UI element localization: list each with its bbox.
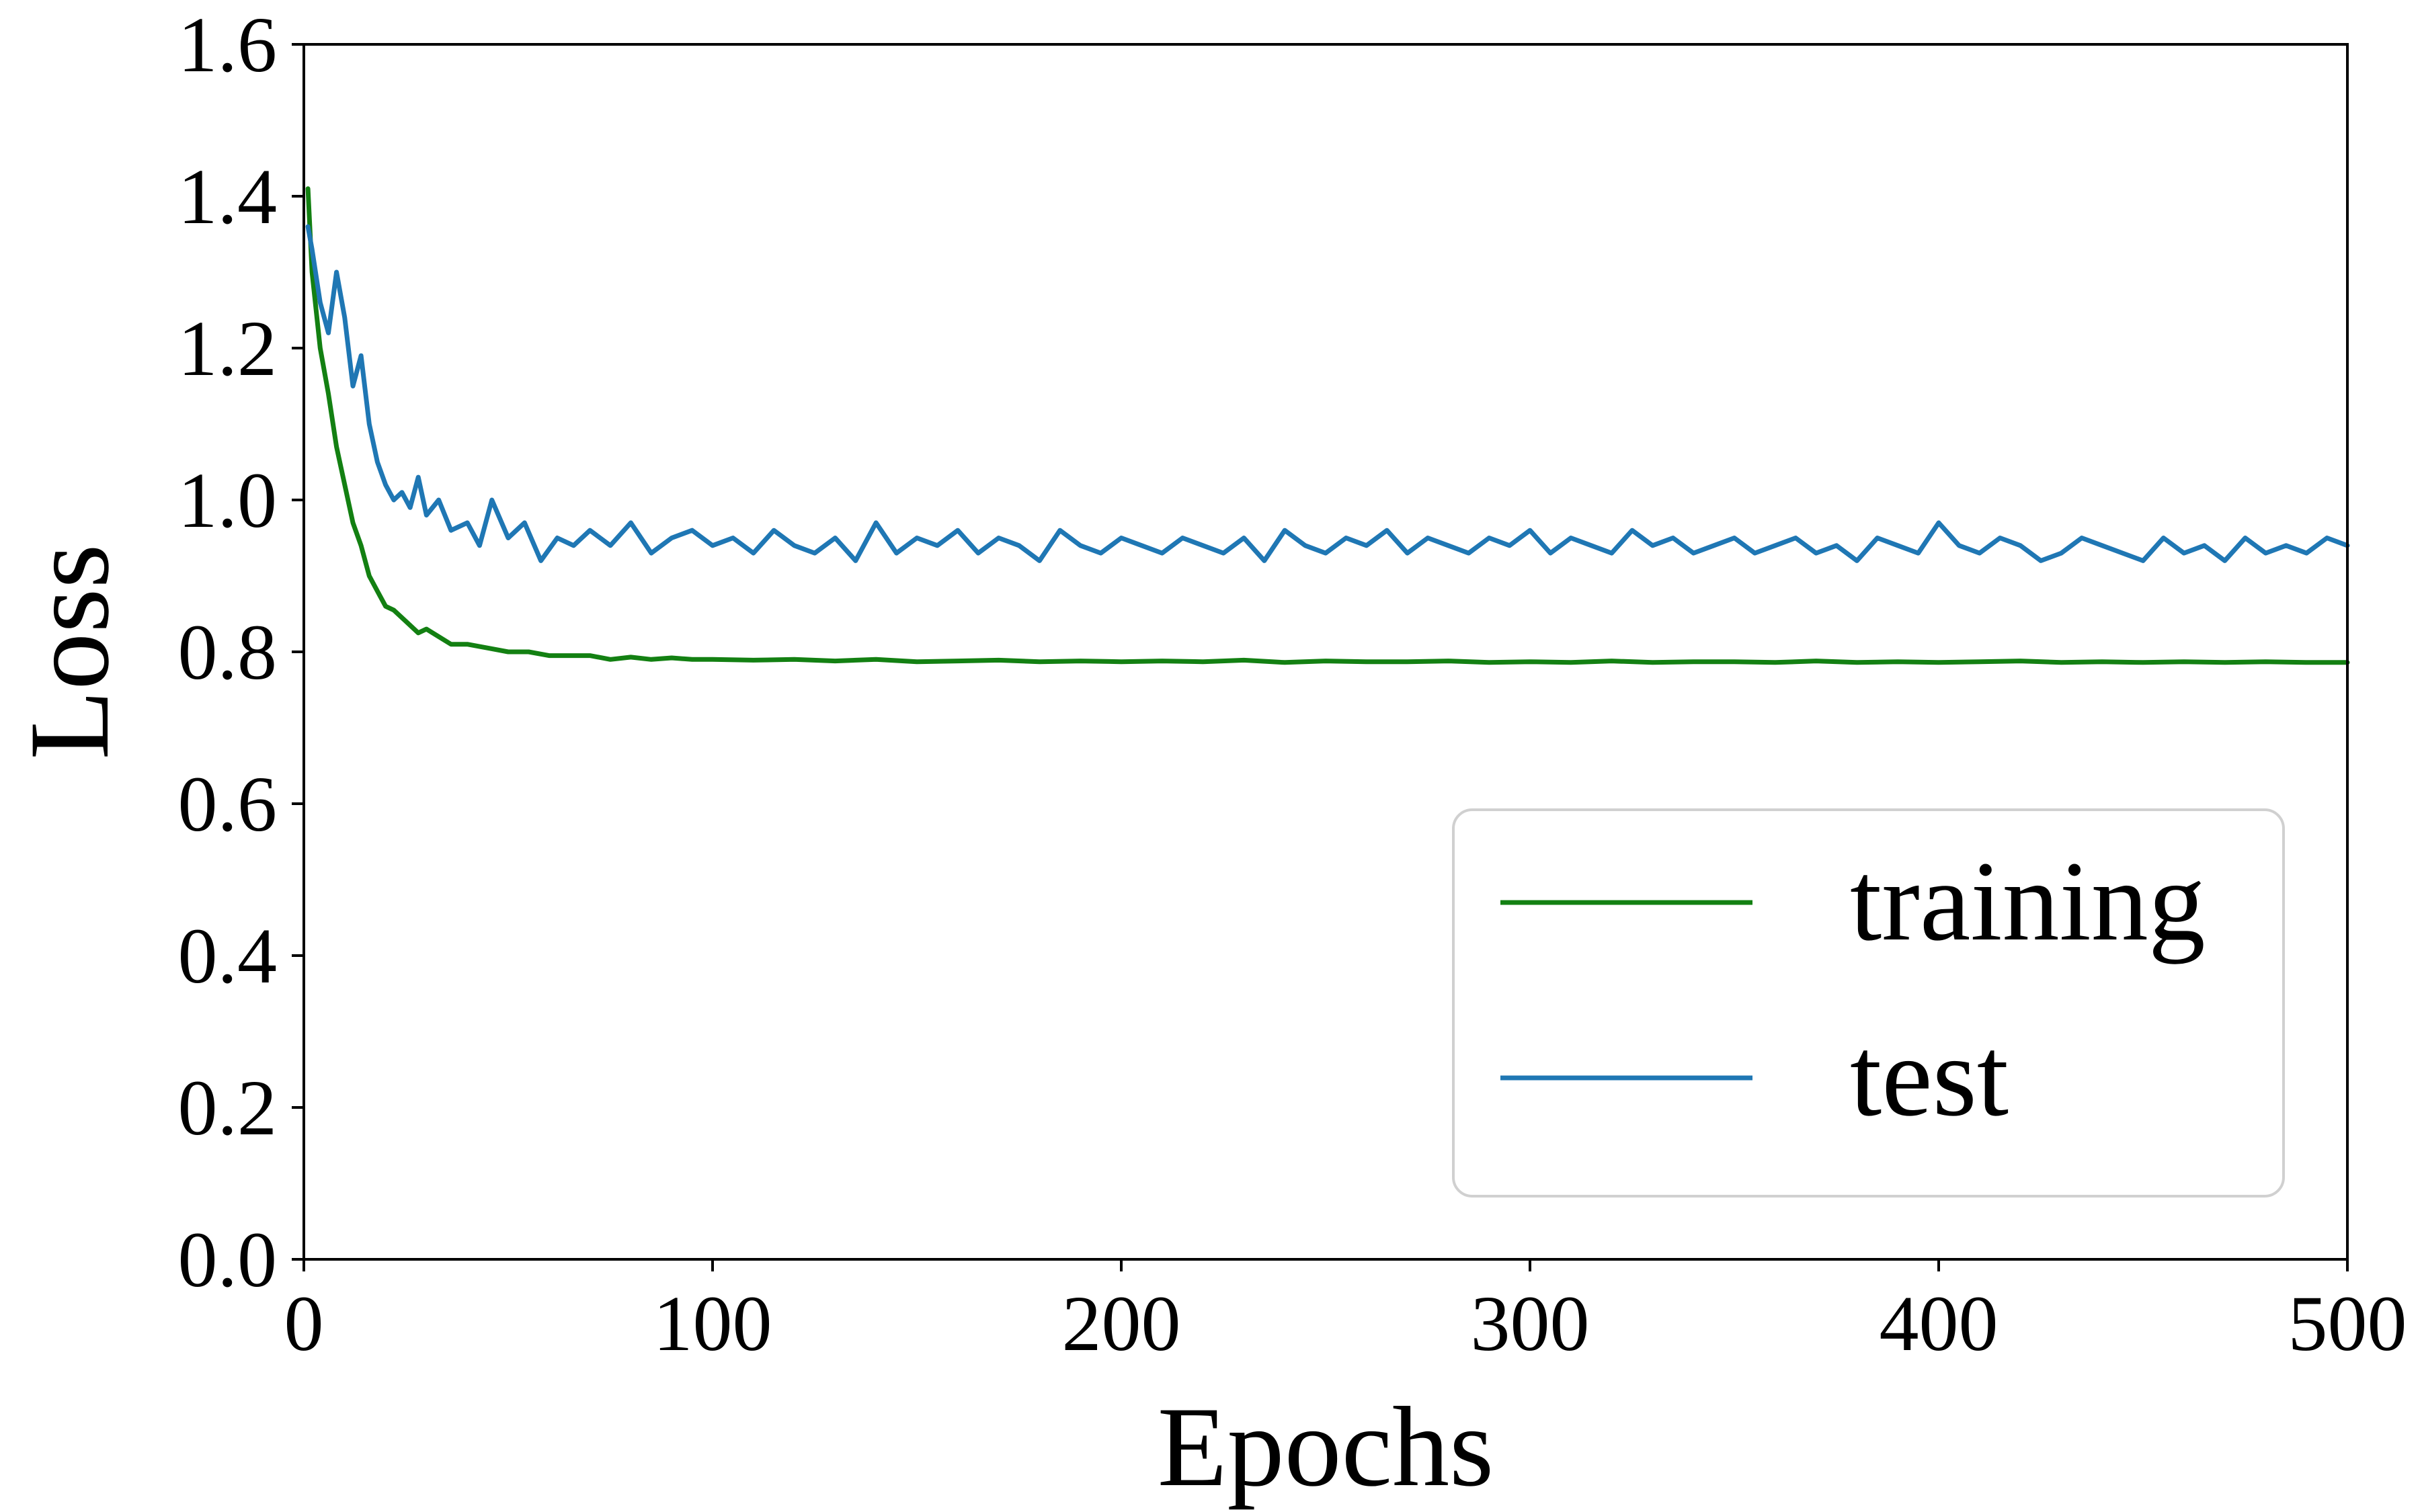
y-tick-label: 1.0	[178, 456, 278, 544]
x-tick-label: 300	[1471, 1279, 1590, 1368]
x-tick-label: 200	[1062, 1279, 1181, 1368]
y-tick-label: 1.2	[178, 304, 278, 392]
y-tick-label: 0.8	[178, 608, 278, 696]
legend: training test	[1452, 808, 2285, 1198]
x-tick-label: 100	[653, 1279, 772, 1368]
x-axis-ticks: 0 100 200 300 400 500	[284, 1259, 2407, 1368]
series-layer	[305, 186, 2350, 665]
y-tick-label: 0.2	[178, 1064, 278, 1152]
y-tick-label: 0.6	[178, 760, 278, 848]
legend-label-training: training	[1850, 838, 2206, 964]
x-tick-label: 500	[2288, 1279, 2407, 1368]
legend-entries: training test	[1500, 838, 2206, 1140]
legend-label-test: test	[1850, 1013, 2009, 1140]
x-tick-label: 400	[1880, 1279, 1999, 1368]
y-tick-label: 0.0	[178, 1216, 278, 1304]
series-line-test	[305, 224, 2350, 563]
y-tick-label: 0.4	[178, 912, 278, 1000]
y-tick-label: 1.4	[178, 153, 278, 241]
x-axis-label: Epochs	[1158, 1384, 1494, 1510]
x-tick-label: 0	[284, 1279, 324, 1368]
legend-box	[1452, 808, 2285, 1198]
series-line-training	[305, 186, 2350, 665]
y-axis-label: Loss	[6, 544, 132, 759]
y-axis-ticks: 0.0 0.2 0.4 0.6 0.8 1.0 1.2 1.4 1.6	[178, 1, 304, 1304]
y-tick-label: 1.6	[178, 1, 278, 89]
